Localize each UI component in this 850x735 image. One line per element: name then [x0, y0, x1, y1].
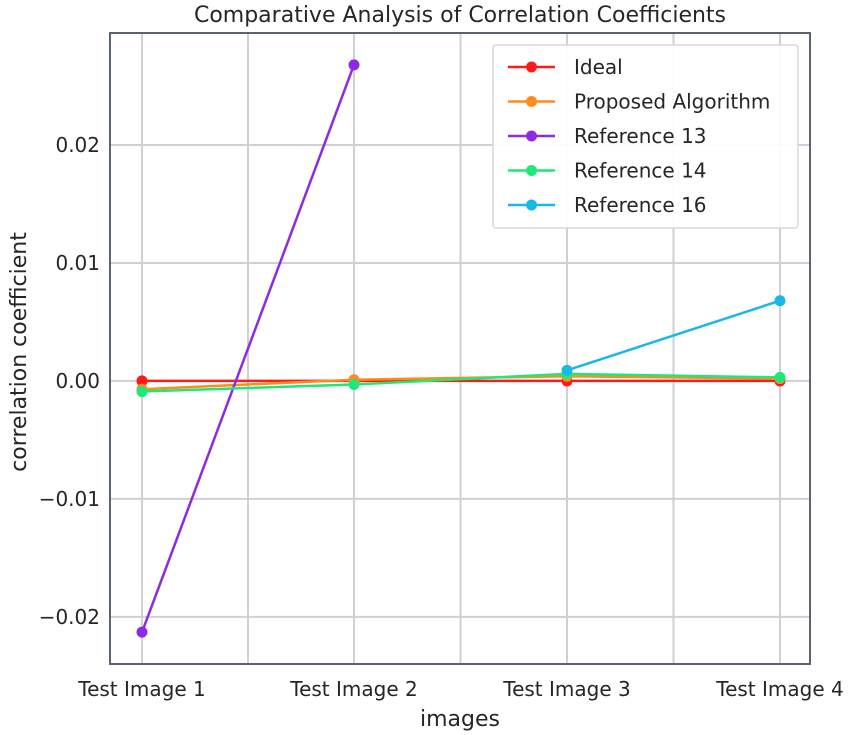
- x-tick-label: Test Image 4: [715, 677, 843, 701]
- legend-item: Proposed Algorithm: [508, 90, 770, 114]
- y-tick-label: −0.02: [39, 605, 100, 629]
- legend-item: Reference 13: [508, 124, 707, 148]
- y-tick-labels: 0.02 0.01 0.00 −0.01 −0.02: [39, 133, 100, 629]
- legend: Ideal Proposed Algorithm Reference 13 Refer…: [492, 44, 799, 229]
- series-line: [140, 64, 356, 633]
- y-axis-label: correlation coefficient: [7, 232, 32, 472]
- series-line: [566, 299, 781, 372]
- legend-label: Proposed Algorithm: [574, 90, 770, 114]
- x-tick-label: Test Image 2: [289, 677, 417, 701]
- x-axis-label: images: [420, 707, 500, 732]
- legend-label: Reference 16: [574, 193, 707, 217]
- x-tick-label: Test Image 1: [77, 677, 205, 701]
- legend-item: Reference 14: [508, 159, 707, 183]
- legend-item: Reference 16: [508, 193, 707, 217]
- y-tick-label: −0.01: [39, 487, 100, 511]
- legend-swatch-marker: [526, 165, 537, 176]
- legend-swatch-marker: [526, 199, 537, 211]
- legend-swatch-marker: [526, 130, 537, 142]
- series-line: [141, 372, 781, 393]
- data-point: [774, 295, 786, 307]
- data-point: [136, 386, 148, 398]
- series-reference-13: [136, 59, 360, 638]
- plot-frame: [109, 32, 811, 665]
- x-tick-labels: Test Image 1 Test Image 2 Test Image 3 Test…: [77, 677, 843, 701]
- chart-title: Comparative Analysis of Correlation Coef…: [194, 3, 726, 28]
- series-layer: [136, 59, 786, 638]
- legend-label: Reference 14: [574, 159, 707, 183]
- legend-swatch-marker: [526, 61, 537, 73]
- y-tick-label: 0.00: [55, 369, 100, 393]
- series-reference-16: [561, 295, 786, 376]
- legend-label: Reference 13: [574, 124, 707, 148]
- data-point: [774, 371, 786, 383]
- y-tick-label: 0.01: [55, 251, 100, 275]
- data-point: [348, 59, 360, 71]
- legend-box: [492, 44, 799, 229]
- legend-label: Ideal: [574, 55, 623, 79]
- y-tick-label: 0.02: [55, 133, 100, 157]
- data-point: [561, 364, 573, 376]
- legend-items: Ideal Proposed Algorithm Reference 13 Refer…: [508, 55, 770, 217]
- legend-swatch-marker: [526, 96, 537, 107]
- x-tick-label: Test Image 3: [502, 677, 630, 701]
- legend-item: Ideal: [508, 55, 623, 79]
- data-point: [136, 375, 148, 387]
- data-point: [136, 626, 148, 638]
- data-point: [348, 378, 360, 390]
